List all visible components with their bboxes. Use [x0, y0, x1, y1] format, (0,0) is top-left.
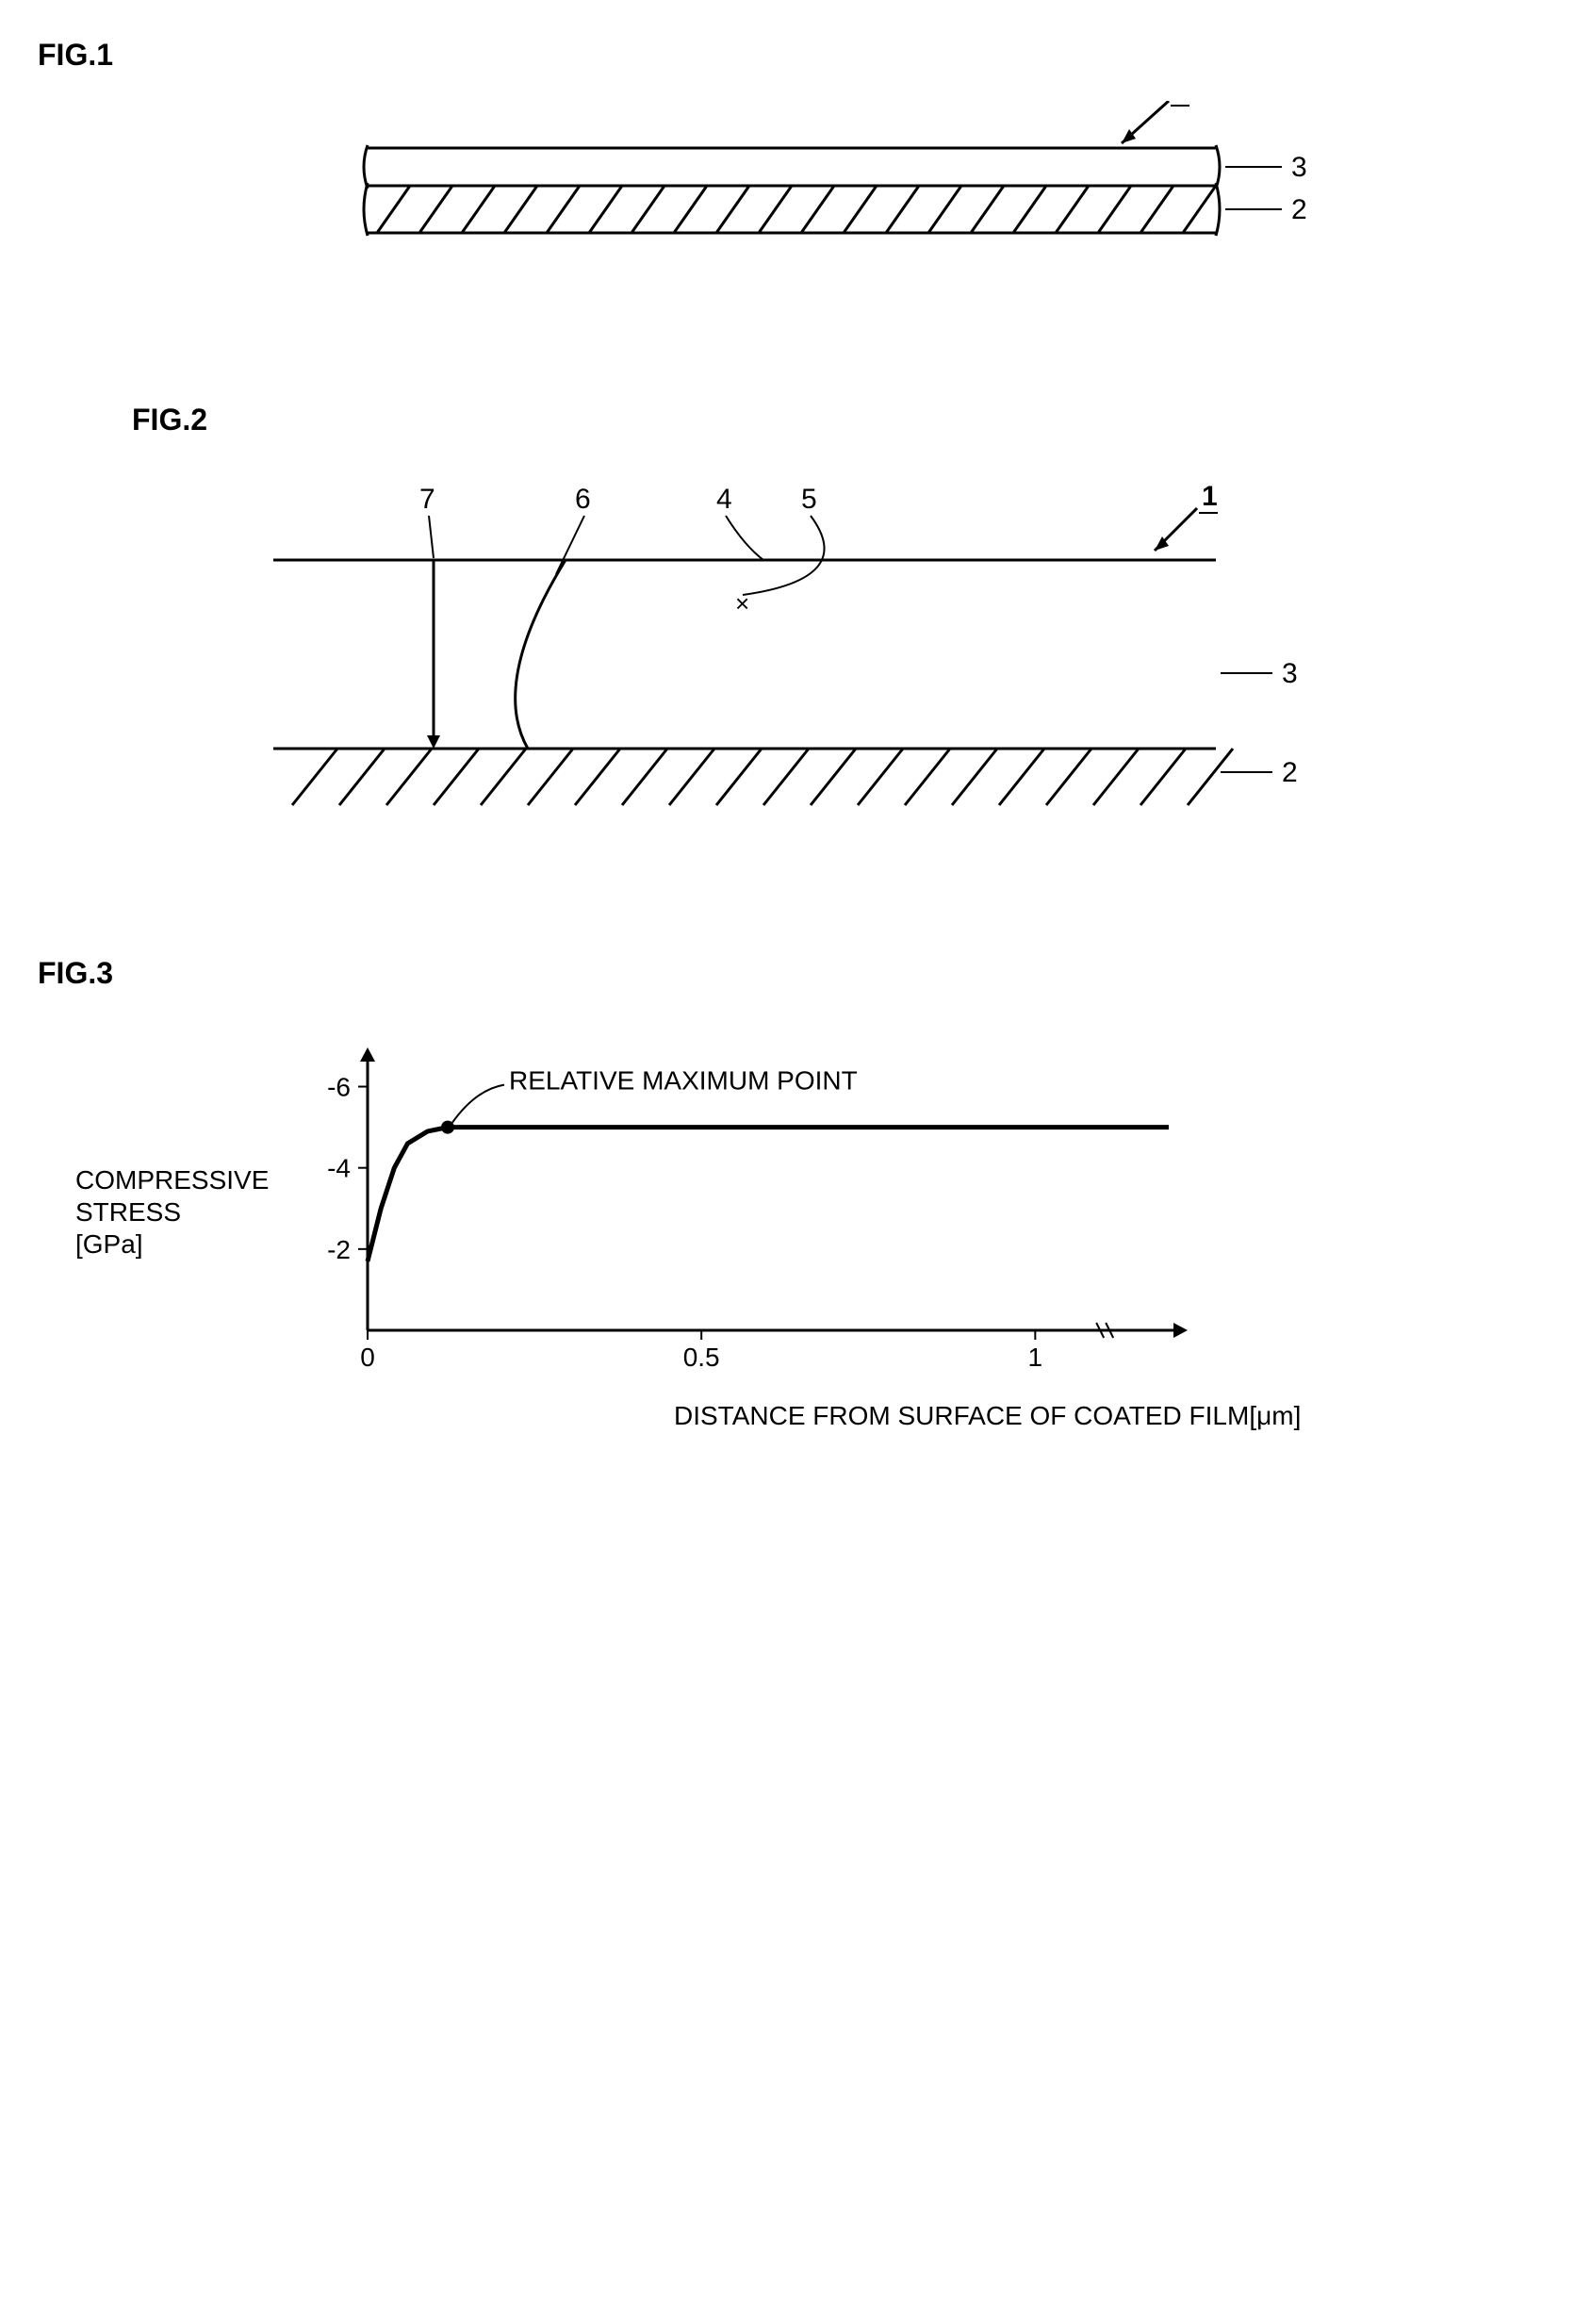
- svg-text:2: 2: [1291, 194, 1307, 225]
- figure-1: FIG.1 1 3 2: [38, 38, 1553, 308]
- fig1-label: FIG.1: [38, 38, 1553, 73]
- svg-text:5: 5: [801, 484, 817, 515]
- svg-text:DISTANCE FROM SURFACE OF COATE: DISTANCE FROM SURFACE OF COATED FILM[μm]: [674, 1401, 1301, 1430]
- svg-text:6: 6: [575, 484, 591, 515]
- fig2-label: FIG.2: [132, 403, 1553, 437]
- fig2-diagram: ×7645132: [38, 466, 1452, 862]
- svg-text:-4: -4: [327, 1154, 351, 1183]
- svg-text:0: 0: [360, 1343, 375, 1372]
- figure-3: FIG.3 -2 -4 -6 0 0.5 1 RELATIVE MAXIMUM POINT C…: [38, 956, 1553, 1491]
- svg-text:[GPa]: [GPa]: [75, 1229, 143, 1259]
- svg-text:0.5: 0.5: [683, 1343, 720, 1372]
- svg-text:1: 1: [1202, 481, 1218, 512]
- svg-text:COMPRESSIVE: COMPRESSIVE: [75, 1165, 269, 1195]
- svg-text:3: 3: [1282, 658, 1298, 689]
- svg-text:7: 7: [419, 484, 435, 515]
- svg-text:-6: -6: [327, 1073, 351, 1102]
- figure-2: FIG.2 ×7645132: [38, 403, 1553, 862]
- svg-text:RELATIVE MAXIMUM POINT: RELATIVE MAXIMUM POINT: [509, 1066, 858, 1096]
- fig3-chart: -2 -4 -6 0 0.5 1 RELATIVE MAXIMUM POINT COMPRES…: [38, 1019, 1452, 1491]
- svg-text:3: 3: [1291, 152, 1307, 183]
- svg-text:2: 2: [1282, 757, 1298, 788]
- svg-text:STRESS: STRESS: [75, 1197, 181, 1227]
- svg-text:1: 1: [1028, 1343, 1043, 1372]
- fig1-diagram: 1 3 2: [38, 101, 1452, 308]
- svg-text:-2: -2: [327, 1235, 351, 1264]
- fig3-label: FIG.3: [38, 956, 1553, 991]
- svg-text:1: 1: [1173, 101, 1189, 105]
- svg-text:4: 4: [716, 484, 732, 515]
